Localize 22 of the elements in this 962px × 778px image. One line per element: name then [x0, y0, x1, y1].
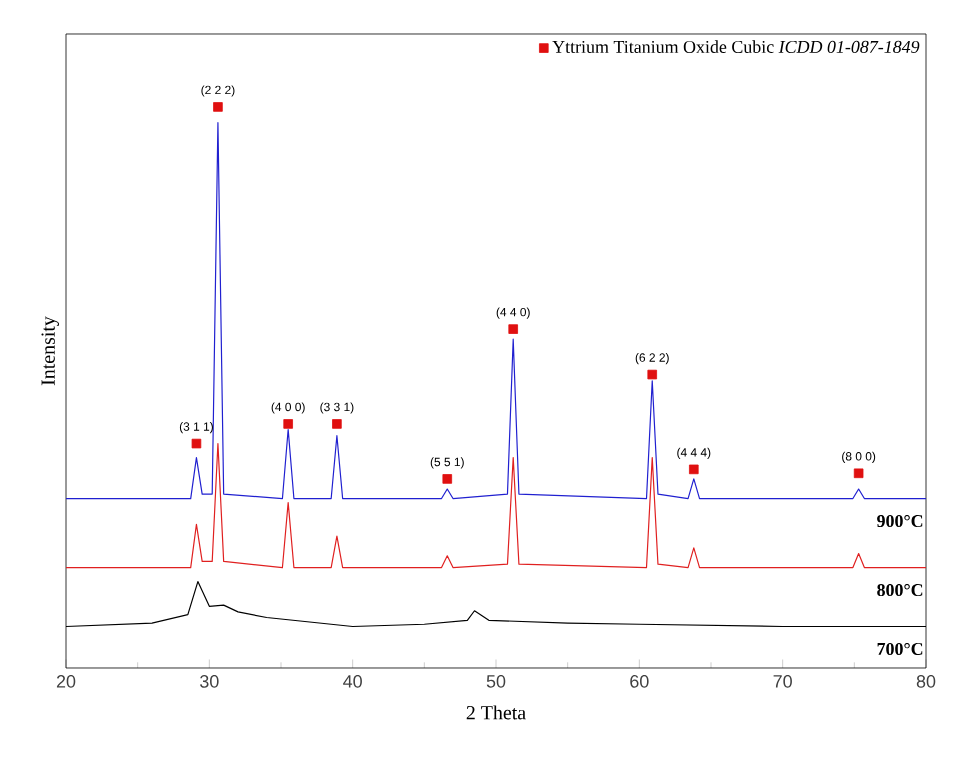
x-tick-label: 50 — [486, 675, 506, 688]
x-axis-title: 2 Theta — [466, 705, 526, 720]
point — [647, 369, 658, 380]
series-label: 900°C — [877, 514, 923, 528]
series-label: 800°C — [877, 583, 923, 597]
series-label: 700°C — [877, 642, 923, 656]
legend-label: Yttrium Titanium Oxide Cubic ICDD 01-087-1849 — [552, 40, 920, 53]
point — [689, 464, 699, 475]
y-axis-title: Intensity — [41, 316, 59, 386]
point — [332, 419, 342, 429]
x-tick-label: 70 — [773, 675, 792, 688]
point — [191, 438, 202, 449]
x-tick-label: 60 — [630, 675, 649, 688]
point — [508, 324, 518, 334]
point — [853, 468, 864, 479]
x-tick-label: 20 — [56, 675, 76, 688]
point — [283, 419, 293, 429]
point — [213, 102, 223, 112]
x-tick-label: 40 — [343, 675, 362, 688]
x-tick-label: 30 — [200, 675, 219, 688]
x-tick-label: 80 — [916, 675, 936, 688]
point — [442, 474, 453, 484]
